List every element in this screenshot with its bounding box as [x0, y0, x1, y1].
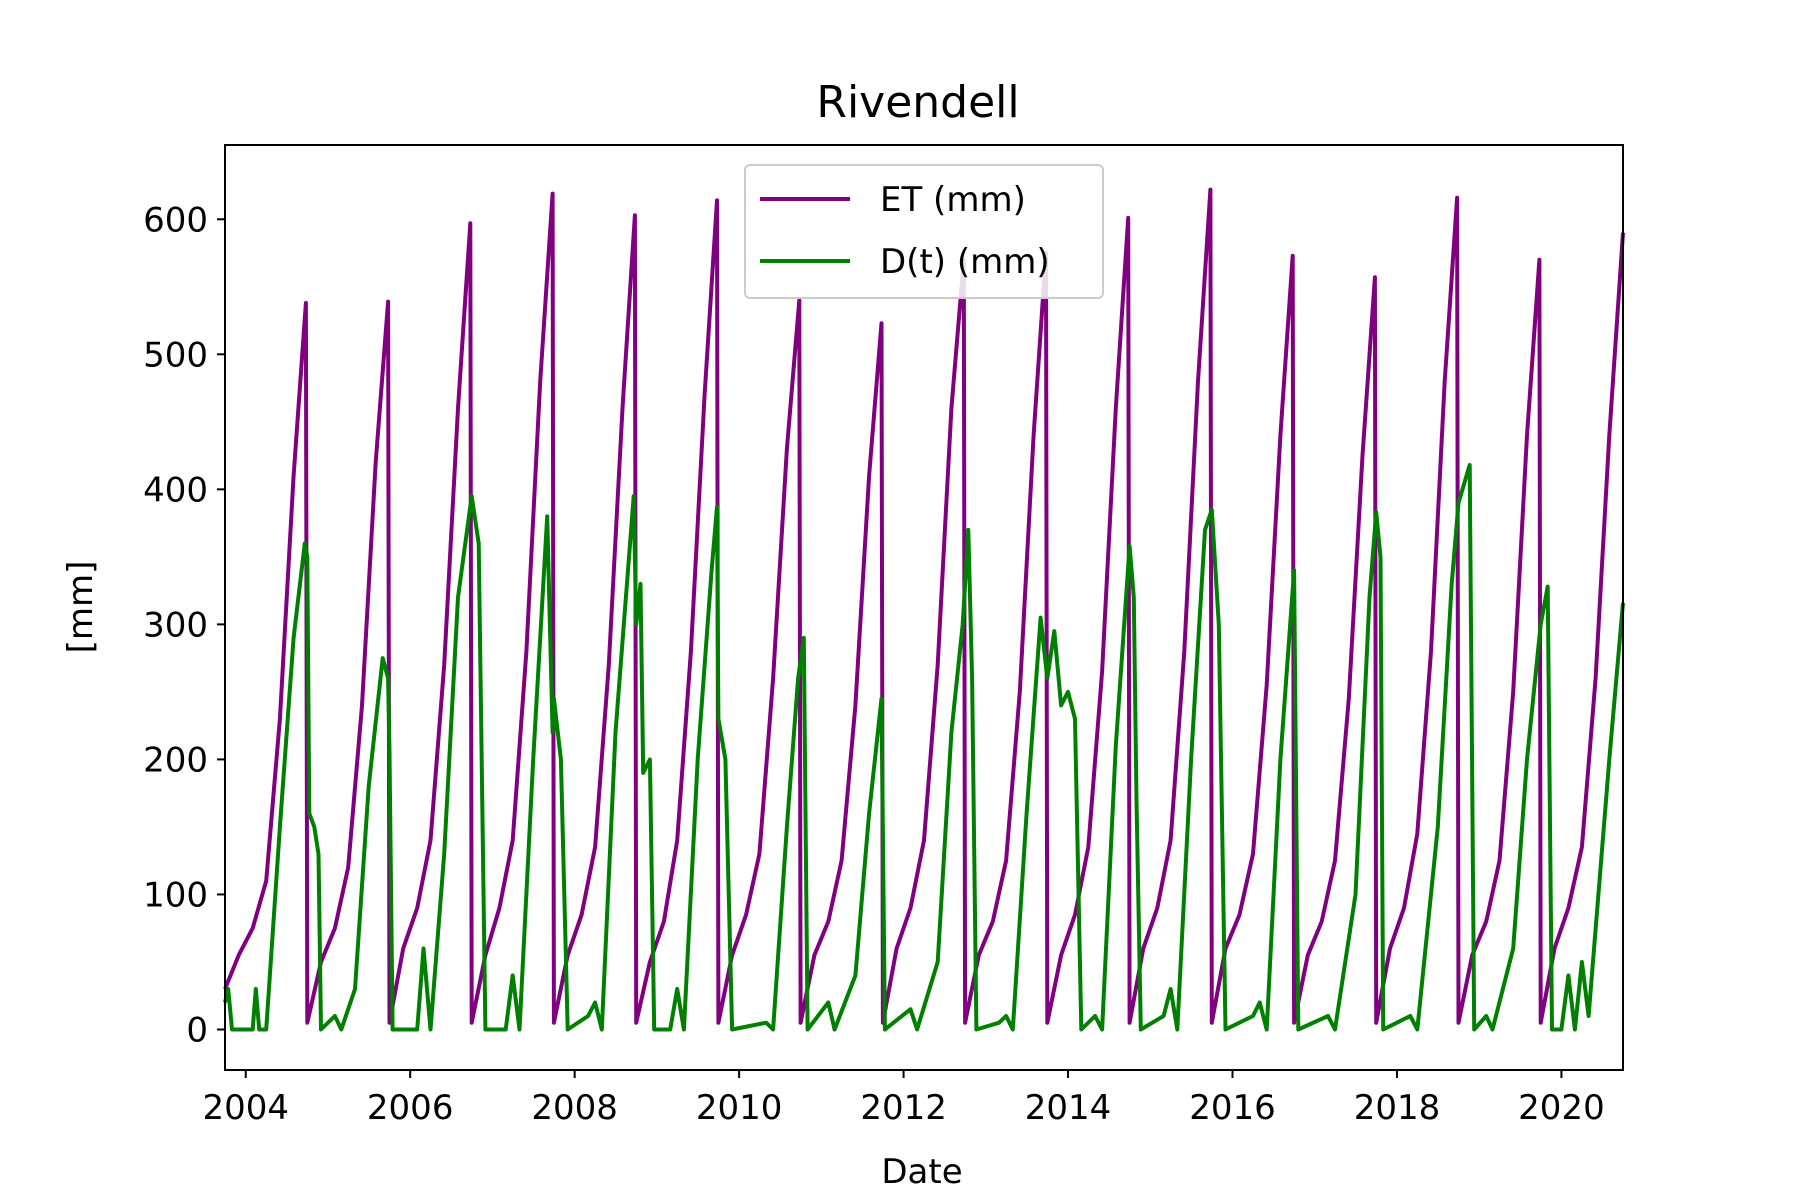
x-tick-label: 2006 — [367, 1088, 454, 1128]
y-tick-label: 200 — [143, 740, 208, 780]
x-tick-label: 2010 — [696, 1088, 783, 1128]
x-tick-label: 2004 — [202, 1088, 289, 1128]
series-line-et — [223, 187, 1625, 1025]
x-tick-label: 2018 — [1354, 1088, 1441, 1128]
x-axis-label: Date — [881, 1152, 962, 1192]
y-tick-label: 600 — [143, 200, 208, 240]
chart-title: Rivendell — [816, 77, 1019, 128]
x-tick-label: 2008 — [531, 1088, 618, 1128]
y-tick-label: 500 — [143, 335, 208, 375]
y-tick-label: 100 — [143, 875, 208, 915]
legend-label-et: ET (mm) — [880, 180, 1026, 220]
y-tick-label: 400 — [143, 470, 208, 510]
y-tick-label: 0 — [186, 1010, 208, 1050]
series-layer — [223, 187, 1625, 1032]
series-line-dt — [223, 463, 1625, 1032]
x-tick-label: 2012 — [860, 1088, 947, 1128]
y-tick-label: 300 — [143, 605, 208, 645]
legend: ET (mm) D(t) (mm) — [744, 164, 1104, 299]
y-axis-ticks: 0 100 200 300 400 500 600 — [143, 200, 225, 1050]
x-tick-label: 2016 — [1189, 1088, 1276, 1128]
x-tick-label: 2014 — [1025, 1088, 1112, 1128]
x-axis-ticks: 2004 2006 2008 2010 2012 2014 2016 2018 2020 — [202, 1070, 1605, 1128]
x-tick-label: 2020 — [1518, 1088, 1605, 1128]
legend-label-dt: D(t) (mm) — [880, 242, 1050, 282]
plot-frame — [224, 144, 1624, 1071]
y-axis-label: [mm] — [61, 561, 101, 654]
